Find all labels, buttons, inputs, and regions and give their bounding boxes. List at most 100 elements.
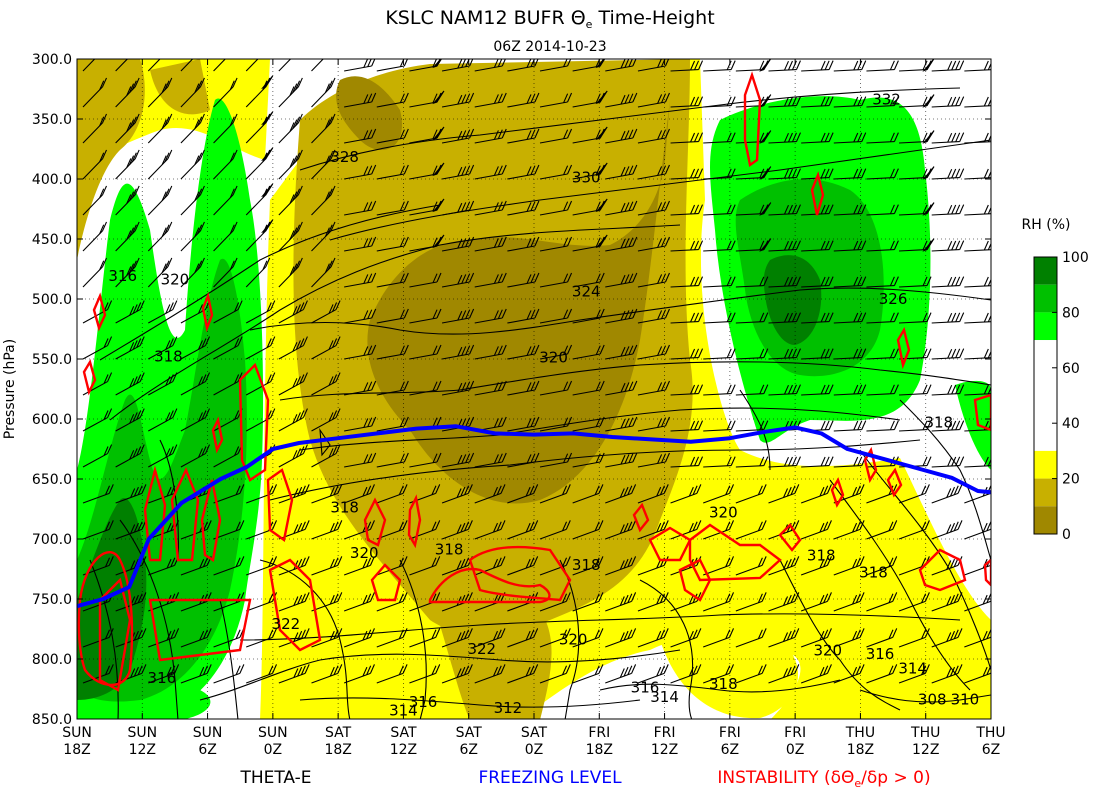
wind-barb-feather	[694, 456, 700, 467]
wind-barb-feather	[399, 417, 405, 427]
wind-barb-feather	[924, 628, 930, 638]
wind-barb-feather	[1021, 457, 1025, 466]
wind-barb-feather	[363, 310, 369, 320]
wind-barb-feather	[663, 520, 669, 530]
wind-barb-feather	[530, 129, 536, 139]
wind-barb-feather	[761, 664, 767, 674]
wind-barb-shaft	[964, 321, 991, 324]
wind-barb-feather	[726, 60, 732, 71]
wind-barb-feather	[136, 446, 142, 456]
wind-barb-feather	[791, 60, 797, 71]
wind-barb-feather	[786, 594, 792, 605]
wind-barb-shaft	[735, 213, 764, 216]
theta-e-contour	[639, 579, 694, 719]
wind-barb-shaft	[441, 281, 470, 288]
wind-barb-feather	[959, 168, 965, 178]
wind-barb-feather	[136, 374, 142, 384]
wind-barb-feather	[599, 416, 605, 427]
wind-barb-feather	[164, 116, 170, 127]
wind-barb-feather	[659, 521, 665, 531]
wind-barb-feather	[690, 204, 696, 215]
wind-barb-feather	[105, 485, 111, 495]
wind-barb-feather	[888, 593, 894, 603]
wind-barb-feather	[661, 381, 667, 391]
wind-barb-feather	[460, 522, 466, 533]
wind-barb-feather	[272, 556, 278, 566]
wind-barb-shaft	[180, 86, 201, 108]
wind-barb-shaft	[703, 672, 730, 684]
wind-barb-shaft	[964, 357, 991, 360]
wind-barb-feather	[500, 664, 506, 674]
wind-barb-feather	[500, 628, 506, 638]
wind-barb-shaft	[180, 158, 201, 180]
wind-barb-shaft	[768, 69, 797, 72]
wind-barb-shaft	[572, 209, 601, 216]
wind-barb-feather	[1021, 385, 1025, 394]
wind-barb-feather	[168, 42, 172, 51]
wind-barb-feather	[103, 410, 109, 420]
wind-barb-shaft	[507, 461, 536, 468]
wind-barb-feather	[694, 420, 700, 431]
wind-barb-feather	[530, 309, 536, 319]
theta-e-contour	[859, 689, 991, 703]
wind-barb-feather	[235, 629, 241, 639]
wind-barb-feather	[632, 344, 638, 355]
wind-barb-feather	[330, 77, 336, 88]
wind-barb-feather	[497, 165, 503, 175]
wind-barb-feather	[631, 556, 637, 566]
wind-barb-feather	[783, 560, 789, 570]
wind-barb-feather	[599, 344, 605, 355]
wind-barb-feather	[371, 308, 377, 319]
theta-e-label: 316	[108, 267, 137, 285]
x-tick-hour: 12Z	[129, 742, 156, 758]
wind-barb-feather	[161, 191, 167, 201]
wind-barb-feather	[497, 237, 503, 247]
wind-barb-shaft	[899, 249, 928, 252]
wind-barb-feather	[688, 666, 694, 677]
wind-barb-shaft	[866, 528, 893, 540]
wind-barb-feather	[292, 342, 298, 352]
wind-barb-shaft	[213, 672, 241, 684]
wind-barb-feather	[1016, 631, 1020, 640]
wind-barb-feather	[403, 200, 409, 211]
wind-barb-shaft	[311, 528, 338, 540]
wind-barb-feather	[664, 236, 670, 247]
wind-barb-feather	[725, 629, 731, 639]
wind-barb-feather	[824, 60, 830, 71]
wind-barb-feather	[853, 276, 859, 287]
wind-barb-shaft	[180, 122, 201, 144]
wind-barb-feather	[761, 592, 767, 602]
wind-barb-feather	[783, 596, 789, 606]
theta-e-label: 316	[631, 679, 660, 697]
wind-barb-shaft	[278, 122, 299, 144]
wind-barb-feather	[501, 380, 507, 391]
wind-barb-feather	[951, 456, 957, 467]
wind-barb-feather	[403, 308, 409, 319]
wind-barb-feather	[327, 260, 333, 271]
wind-barb-feather	[371, 128, 377, 139]
wind-barb-shaft	[800, 492, 828, 504]
wind-barb-shaft	[735, 69, 764, 72]
wind-barb-feather	[337, 520, 343, 530]
wind-barb-feather	[959, 132, 965, 142]
wind-barb-feather	[819, 486, 825, 497]
wind-barb-shaft	[703, 636, 730, 648]
wind-barb-feather	[620, 130, 626, 141]
wind-barb-feather	[525, 486, 531, 497]
wind-barb-feather	[688, 594, 694, 605]
wind-barb-shaft	[605, 317, 633, 324]
wind-barb-feather	[861, 348, 867, 358]
wind-barb-shaft	[147, 122, 169, 144]
wind-barb-feather	[565, 664, 571, 674]
wind-barb-feather	[959, 204, 965, 214]
wind-barb-shaft	[213, 122, 234, 144]
wind-barb-feather	[492, 666, 499, 677]
wind-barb-feather	[99, 80, 105, 91]
wind-barb-feather	[786, 486, 792, 497]
wind-barb-feather	[921, 557, 927, 567]
wind-barb-feather	[992, 241, 996, 250]
wind-barb-feather	[828, 312, 834, 322]
wind-barb-shaft	[82, 636, 110, 648]
wind-barb-shaft	[768, 249, 797, 252]
wind-barb-shaft	[376, 353, 405, 360]
